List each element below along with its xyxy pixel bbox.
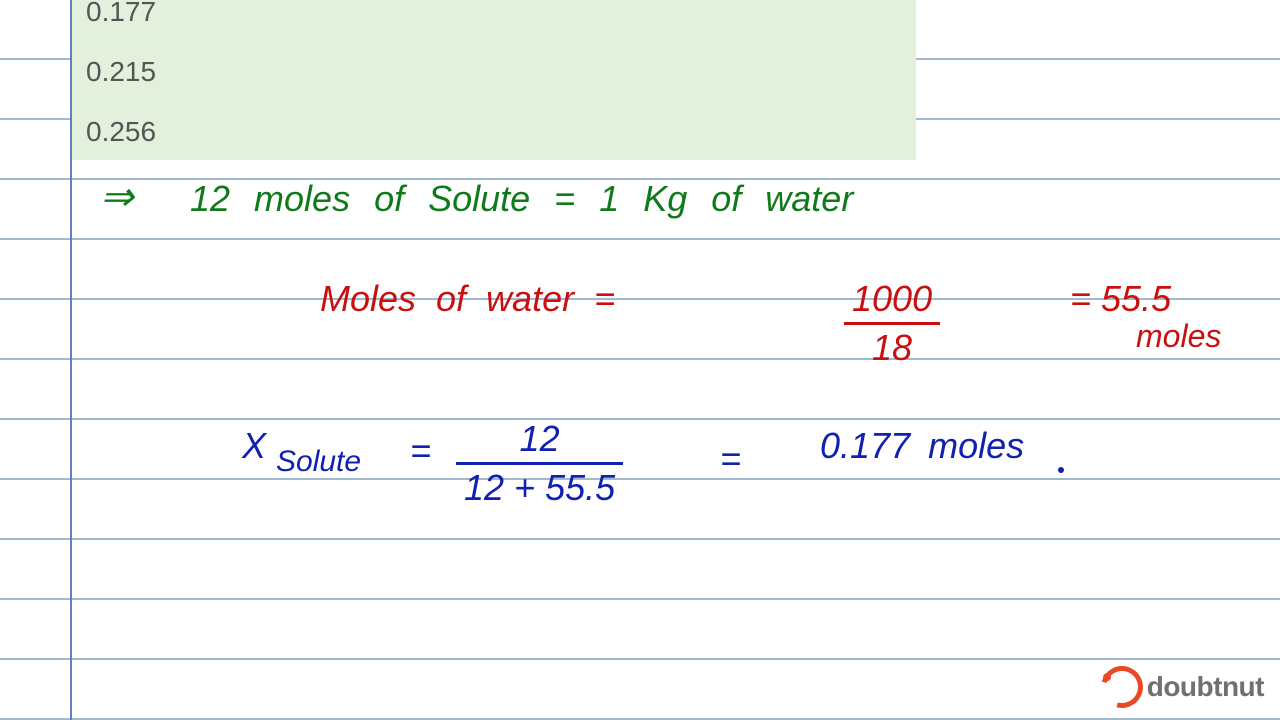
line2-numerator: 1000 [844,278,940,325]
answer-option-2: 0.215 [86,56,156,88]
line3-equals-1: = [410,430,431,472]
line3-result: 0.177 moles [820,425,1024,467]
logo-text: doubtnut [1147,671,1264,703]
doubtnut-logo: doubtnut [1101,666,1264,708]
line3-variable: X [242,425,266,467]
line3-numerator: 12 [456,418,623,465]
answer-option-3: 0.256 [86,116,156,148]
line3-denominator: 12 + 55.5 [456,465,623,509]
answer-option-1: 0.177 [86,0,156,28]
logo-dot [1103,673,1111,681]
answer-options-box [72,0,916,160]
logo-icon [1093,658,1150,715]
line3-fraction: 12 12 + 55.5 [456,418,623,509]
line3-subscript: Solute [276,445,361,479]
line2-denominator: 18 [844,325,940,369]
line2-label: Moles of water = [320,278,615,320]
line2-result: = 55.5 [1070,278,1171,320]
line1-statement: 12 moles of Solute = 1 Kg of water [190,178,853,220]
cursor-dot [1058,467,1064,473]
line3-equals-2: = [720,438,741,480]
line2-unit: moles [1136,318,1221,355]
line2-fraction: 1000 18 [844,278,940,369]
implies-arrow: ⇒ [100,174,134,220]
